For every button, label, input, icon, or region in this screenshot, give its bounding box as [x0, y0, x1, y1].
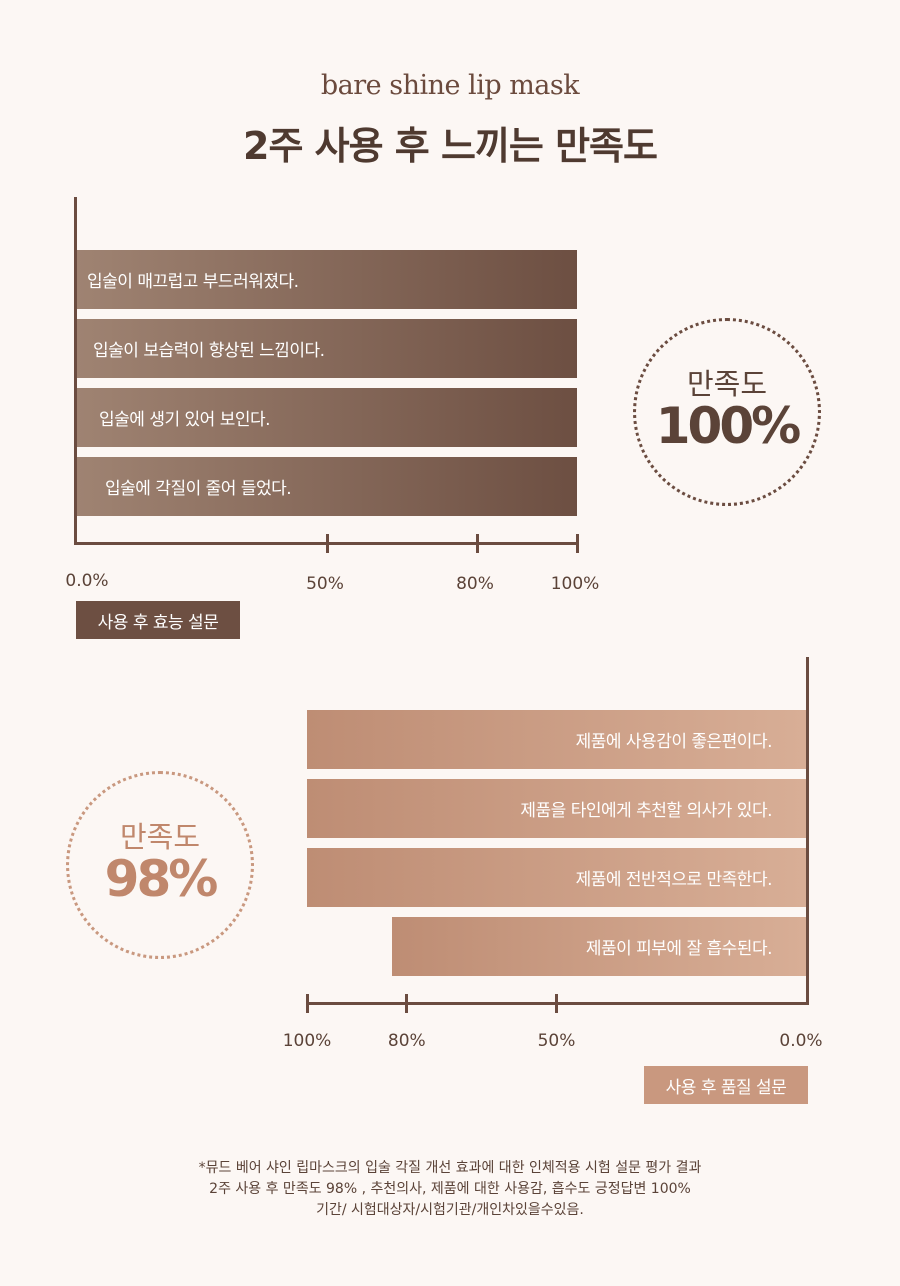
- bar: 입술이 매끄럽고 부드러워졌다.: [77, 250, 577, 309]
- footnote-line: 기간/ 시험대상자/시험기관/개인차있을수있음.: [316, 1202, 584, 1218]
- page-title: 2주 사용 후 느끼는 만족도: [243, 124, 658, 168]
- tick-mark: [475, 534, 479, 553]
- badge-label: 만족도: [119, 820, 201, 854]
- footnote: *뮤드 베어 샤인 립마스크의 입술 각질 개선 효과에 대한 인체적용 시험 …: [0, 1158, 900, 1221]
- tick-mark: [575, 534, 579, 553]
- bar-label: 제품에 사용감이 좋은편이다.: [575, 732, 773, 752]
- badge-satisfaction-100: 만족도 100%: [633, 318, 821, 506]
- badge-satisfaction-98: 만족도 98%: [66, 771, 254, 959]
- badge-value: 100%: [655, 397, 801, 455]
- bar-label: 입술에 생기 있어 보인다.: [99, 410, 271, 430]
- bar: 입술에 생기 있어 보인다.: [77, 388, 577, 447]
- tick-label: 50%: [306, 574, 344, 594]
- y-axis: [806, 657, 809, 1005]
- y-axis: [74, 197, 77, 545]
- tick-mark: [325, 534, 329, 553]
- tick-label: 80%: [456, 574, 494, 594]
- tick-label: 100%: [282, 1031, 332, 1051]
- tick-mark: [405, 994, 409, 1013]
- bar: 입술이 보습력이 향상된 느낌이다.: [77, 319, 577, 378]
- bar-label: 입술이 매끄럽고 부드러워졌다.: [87, 272, 299, 292]
- footnote-line: 2주 사용 후 만족도 98% , 추천의사, 제품에 대한 사용감, 흡수도 …: [209, 1181, 691, 1197]
- subtitle: bare shine lip mask: [320, 70, 580, 101]
- footnote-line: *뮤드 베어 샤인 립마스크의 입술 각질 개선 효과에 대한 인체적용 시험 …: [198, 1160, 702, 1176]
- tick-label: 50%: [537, 1031, 576, 1051]
- badge-label: 만족도: [686, 367, 768, 401]
- tag-quality-survey: 사용 후 품질 설문: [644, 1066, 808, 1104]
- tick-mark: [305, 994, 309, 1013]
- bar: 제품을 타인에게 추천할 의사가 있다.: [307, 779, 806, 838]
- bar-label: 입술이 보습력이 향상된 느낌이다.: [93, 341, 325, 361]
- bar: 제품이 피부에 잘 흡수된다.: [391, 917, 806, 976]
- bar: 입술에 각질이 줄어 들었다.: [77, 457, 577, 516]
- tick-label: 0.0%: [779, 1031, 823, 1051]
- tag-efficacy-survey: 사용 후 효능 설문: [76, 601, 240, 639]
- tick-mark: [555, 994, 558, 1013]
- bar-label: 제품이 피부에 잘 흡수된다.: [585, 939, 773, 959]
- badge-value: 98%: [104, 850, 219, 908]
- bar-label: 제품에 전반적으로 만족한다.: [575, 870, 773, 890]
- tick-label: 80%: [387, 1031, 426, 1051]
- tick-label: 0.0%: [65, 571, 109, 591]
- bar: 제품에 사용감이 좋은편이다.: [307, 710, 806, 769]
- bar: 제품에 전반적으로 만족한다.: [307, 848, 806, 907]
- tick-label: 100%: [550, 574, 600, 594]
- bar-label: 입술에 각질이 줄어 들었다.: [105, 479, 292, 499]
- bar-label: 제품을 타인에게 추천할 의사가 있다.: [520, 801, 772, 821]
